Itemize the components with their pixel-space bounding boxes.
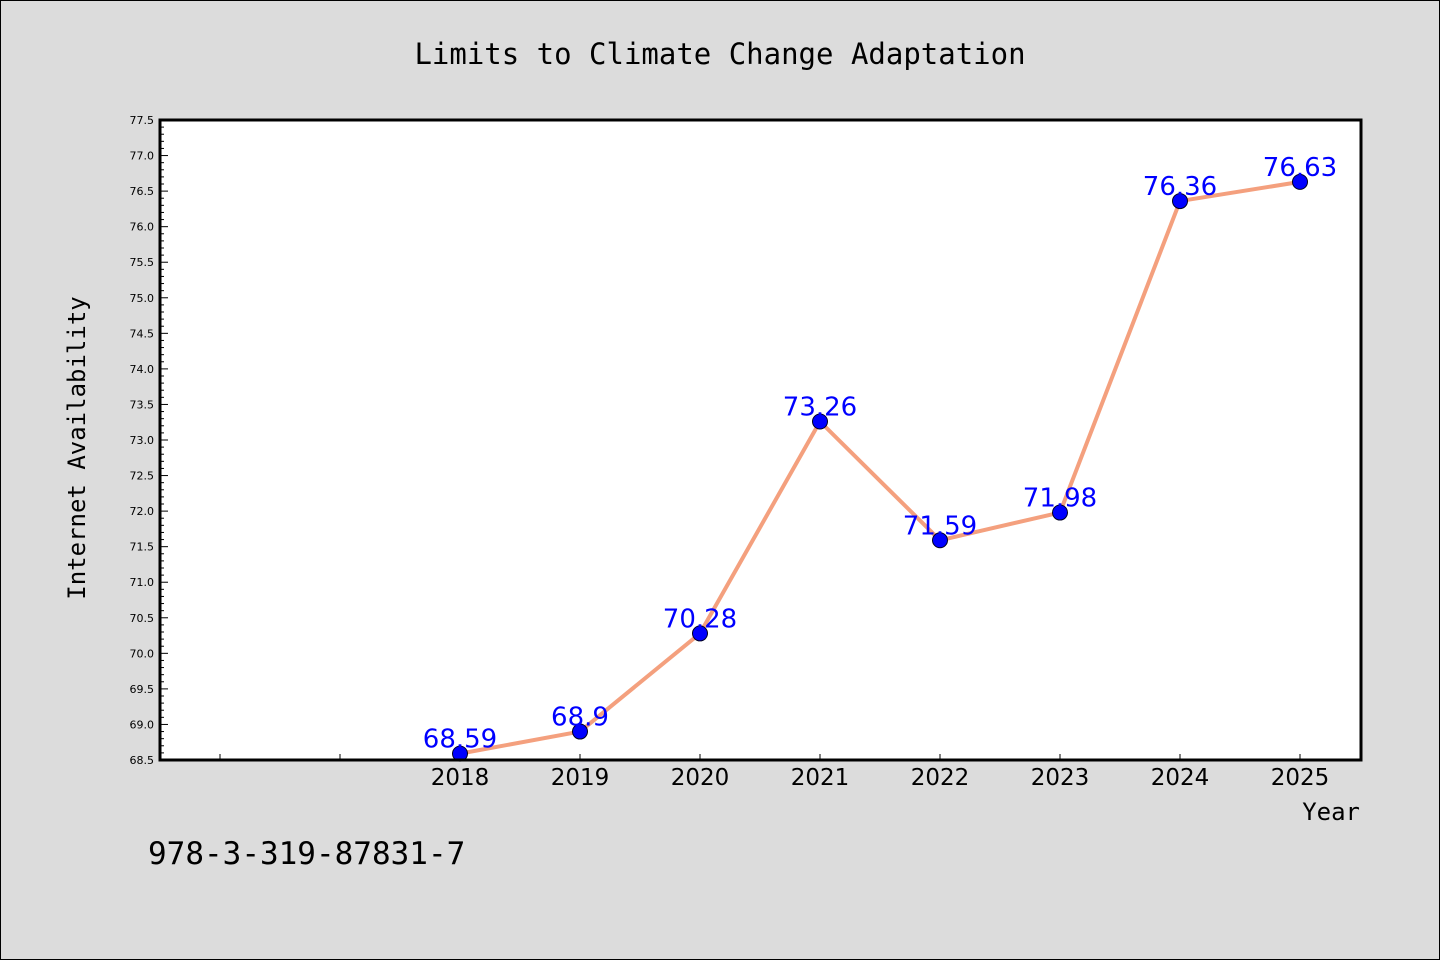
y-tick-label: 76.0 xyxy=(130,221,155,234)
y-tick-label: 77.0 xyxy=(130,150,155,163)
y-axis-title: Internet Availability xyxy=(63,296,91,599)
x-tick-label: 2020 xyxy=(671,765,730,791)
data-point xyxy=(1292,173,1308,190)
y-axis: 68.5 69.0 69.5 70.0 70.5 71.0 71.5 72.0 72.5 73.0… xyxy=(130,114,168,767)
x-tick-label: 2025 xyxy=(1271,765,1330,791)
data-label: 76.63 xyxy=(1263,153,1337,183)
y-tick-label: 72.0 xyxy=(130,505,155,518)
data-label: 76.36 xyxy=(1143,172,1217,202)
y-tick-label: 77.5 xyxy=(130,114,155,127)
data-point xyxy=(932,532,948,549)
data-label: 70.28 xyxy=(663,604,737,634)
y-tick-label: 69.0 xyxy=(130,718,155,731)
isbn-annotation: 978-3-319-87831-7 xyxy=(148,836,465,872)
y-tick-label: 74.5 xyxy=(130,327,155,340)
data-label: 68.59 xyxy=(423,725,497,755)
data-label: 73.26 xyxy=(783,393,857,423)
y-tick-label: 71.0 xyxy=(130,576,155,589)
y-tick-label: 70.5 xyxy=(130,612,155,625)
x-tick-label: 2021 xyxy=(791,765,850,791)
data-point xyxy=(572,723,588,740)
x-tick-label: 2022 xyxy=(911,765,970,791)
y-tick-label: 73.5 xyxy=(130,398,155,411)
data-labels: 68.59 68.9 70.28 73.26 71.59 71.98 76.36 76.63 xyxy=(423,153,1337,755)
x-tick-label: 2018 xyxy=(431,765,490,791)
y-tick-label: 76.5 xyxy=(130,185,155,198)
x-axis-title: Year xyxy=(1302,798,1360,826)
y-tick-label: 73.0 xyxy=(130,434,155,447)
y-tick-label: 71.5 xyxy=(130,541,155,554)
y-tick-label: 69.5 xyxy=(130,683,155,696)
data-label: 71.98 xyxy=(1023,484,1097,514)
data-point xyxy=(692,625,708,642)
x-tick-label: 2024 xyxy=(1151,765,1210,791)
y-tick-label: 75.0 xyxy=(130,292,155,305)
plot-border xyxy=(158,118,1363,762)
y-tick-label: 68.5 xyxy=(130,754,155,767)
x-tick-label: 2023 xyxy=(1031,765,1090,791)
y-tick-label: 72.5 xyxy=(130,470,155,483)
plot-area xyxy=(160,120,1361,760)
series xyxy=(452,173,1308,762)
y-tick-label: 70.0 xyxy=(130,647,155,660)
data-point xyxy=(812,413,828,430)
series-line xyxy=(459,179,1301,756)
data-label: 68.9 xyxy=(551,703,609,733)
y-tick-label: 75.5 xyxy=(130,256,155,269)
x-tick-label: 2019 xyxy=(551,765,610,791)
data-label: 71.59 xyxy=(903,511,977,541)
x-axis: 2018 2019 2020 2021 2022 2023 2024 2025 xyxy=(219,754,1330,791)
data-point xyxy=(1172,193,1188,210)
chart-title: Limits to Climate Change Adaptation xyxy=(414,37,1025,71)
y-tick-label: 74.0 xyxy=(130,363,155,376)
data-point xyxy=(1052,504,1068,521)
